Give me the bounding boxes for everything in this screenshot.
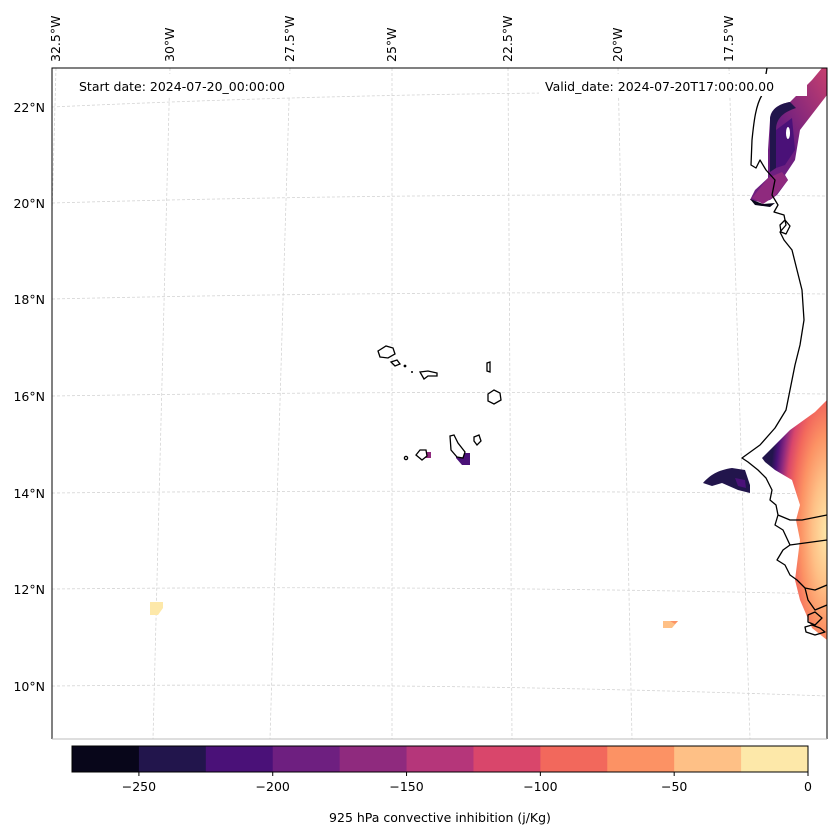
island-razo (411, 371, 413, 373)
cin-field-north-core (776, 118, 795, 168)
valid-date-text: Valid_date: 2024-07-20T17:00:00.00 (545, 79, 774, 94)
colorbar-cell (741, 746, 809, 772)
longitude-labels: 32.5°W 30°W 27.5°W 25°W 22.5°W 20°W 17.5°W (48, 16, 736, 62)
latitude-tick-label: 16°N (13, 389, 45, 404)
colorbar-cell (138, 746, 207, 772)
colorbar-cell (607, 746, 675, 772)
island-santo-antao (377, 345, 396, 359)
colorbar-tick-label: −200 (256, 779, 290, 794)
cape-verde-islands (377, 345, 502, 461)
island-santiago (449, 434, 466, 459)
cin-field-guinea-patch-edge (670, 621, 678, 624)
gridline-lat (52, 292, 827, 300)
cin-field-offshore-west (703, 468, 750, 493)
gridline-lat (52, 91, 827, 108)
island-brava (403, 455, 409, 461)
latitude-tick-label: 22°N (13, 100, 45, 115)
coastline-nouadhibou (779, 219, 791, 235)
longitude-tick-label: 25°W (384, 27, 399, 62)
gridline-lon (152, 68, 171, 739)
gridline-lat (52, 684, 827, 697)
island-maio (473, 434, 482, 446)
longitude-tick-label: 20°W (610, 27, 625, 62)
colorbar: −250 −200 −150 −100 −50 0 925 hPa convective … (71, 745, 812, 825)
colorbar-cell (272, 746, 341, 772)
gridline-lon (728, 68, 751, 739)
latitude-tick-label: 10°N (13, 679, 45, 694)
cin-field-north-hole (786, 127, 790, 139)
colorbar-cell (339, 746, 408, 772)
gridline-lat (52, 194, 827, 204)
latitude-tick-label: 12°N (13, 582, 45, 597)
colorbar-tick-label: −250 (122, 779, 156, 794)
gridline-lon (617, 68, 633, 739)
gridline-lat (52, 490, 827, 495)
longitude-tick-label: 32.5°W (48, 16, 63, 62)
map-frame (51, 67, 828, 739)
gridline-lon (507, 68, 513, 739)
cin-field-cape-verde-fogo (424, 452, 431, 458)
colorbar-label: 925 hPa convective inhibition (j/Kg) (329, 810, 551, 825)
colorbar-cells (72, 746, 809, 772)
map-panel: Start date: 2024-07-20_00:00:00 Valid_da… (51, 67, 828, 740)
island-boa-vista (487, 389, 502, 405)
longitude-tick-label: 22.5°W (500, 16, 515, 62)
island-santa-luzia (403, 364, 407, 368)
colorbar-tick-label: 0 (804, 779, 812, 794)
island-sao-nicolau (418, 370, 438, 380)
coastline-guinea-islands (804, 611, 826, 636)
latitude-tick-label: 20°N (13, 196, 45, 211)
colorbar-cell (540, 746, 608, 772)
cin-field-north-lower (752, 172, 788, 204)
cin-field-atlantic-patch (150, 602, 163, 615)
cin-field-south (762, 400, 827, 640)
start-date-text: Start date: 2024-07-20_00:00:00 (79, 79, 285, 94)
longitude-tick-label: 30°W (162, 27, 177, 62)
latitude-labels: 22°N 20°N 18°N 16°N 14°N 12°N 10°N (13, 100, 45, 694)
colorbar-cell (406, 746, 474, 772)
cin-field-north-dark-edge (770, 102, 796, 172)
cin-field-offshore-core (735, 478, 746, 488)
map-background (52, 68, 827, 739)
colorbar-tick-label: −150 (389, 779, 423, 794)
latitude-tick-label: 14°N (13, 486, 45, 501)
latitude-tick-label: 18°N (13, 292, 45, 307)
gridline-lon (269, 68, 291, 739)
colorbar-cell (674, 746, 742, 772)
gridline-lat (52, 392, 827, 397)
gridlines (52, 68, 827, 739)
colorbar-outline (71, 745, 809, 773)
colorbar-tick-label: −50 (661, 779, 687, 794)
island-sal (486, 361, 491, 373)
cin-field-north-bottom-edge (750, 199, 775, 207)
colorbar-cell (72, 746, 140, 772)
colorbar-ticks: −250 −200 −150 −100 −50 0 (122, 772, 812, 794)
colorbar-tick-label: −100 (523, 779, 557, 794)
island-fogo (415, 449, 428, 461)
colorbar-cell (205, 746, 274, 772)
gridline-lat (52, 587, 827, 595)
colorbar-cell (473, 746, 541, 772)
longitude-tick-label: 17.5°W (721, 16, 736, 62)
start-date-annotation: Start date: 2024-07-20_00:00:00 (73, 74, 313, 96)
island-sao-vicente (389, 359, 402, 367)
longitude-tick-label: 27.5°W (282, 16, 297, 62)
valid-date-annotation: Valid_date: 2024-07-20T17:00:00.00 (539, 74, 807, 96)
